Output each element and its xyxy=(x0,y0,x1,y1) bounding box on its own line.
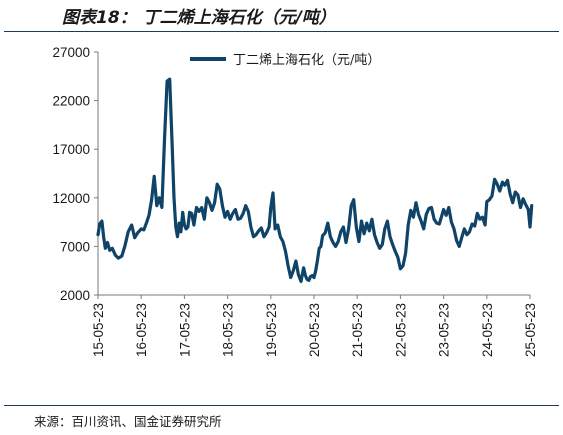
x-tick-label: 20-05-23 xyxy=(307,303,322,357)
source-note: 来源：百川资讯、国金证券研究所 xyxy=(34,414,222,429)
title-rule xyxy=(4,31,559,32)
source-rule xyxy=(4,405,559,406)
y-tick-label: 27000 xyxy=(52,45,90,60)
x-tick-label: 24-05-23 xyxy=(480,303,495,357)
x-tick-label: 19-05-23 xyxy=(264,303,279,357)
series-line xyxy=(96,77,534,283)
x-axis: 15-05-23 16-05-23 17-05-23 18-05-23 19-05-23… xyxy=(91,294,538,357)
x-tick-label: 25-05-23 xyxy=(523,303,538,357)
y-tick-label: 7000 xyxy=(60,239,90,254)
x-tick-label: 17-05-23 xyxy=(177,303,192,357)
x-tick-label: 16-05-23 xyxy=(134,303,149,357)
figure-title: 图表18： 丁二烯上海石化（元/吨） xyxy=(62,8,336,28)
y-tick-label: 2000 xyxy=(60,288,90,303)
x-tick-label: 21-05-23 xyxy=(350,303,365,357)
y-tick-label: 17000 xyxy=(52,142,90,157)
x-tick-label: 22-05-23 xyxy=(393,303,408,357)
y-tick-label: 12000 xyxy=(52,191,90,206)
y-axis: 2000 7000 12000 17000 22000 27000 xyxy=(52,45,99,303)
x-tick-label: 15-05-23 xyxy=(91,303,106,357)
series-layer xyxy=(96,77,534,283)
legend-label: 丁二烯上海石化（元/吨） xyxy=(233,53,380,68)
x-tick-label: 23-05-23 xyxy=(437,303,452,357)
x-tick-label: 18-05-23 xyxy=(221,303,236,357)
y-tick-label: 22000 xyxy=(52,94,90,109)
legend: 丁二烯上海石化（元/吨） xyxy=(190,53,380,68)
